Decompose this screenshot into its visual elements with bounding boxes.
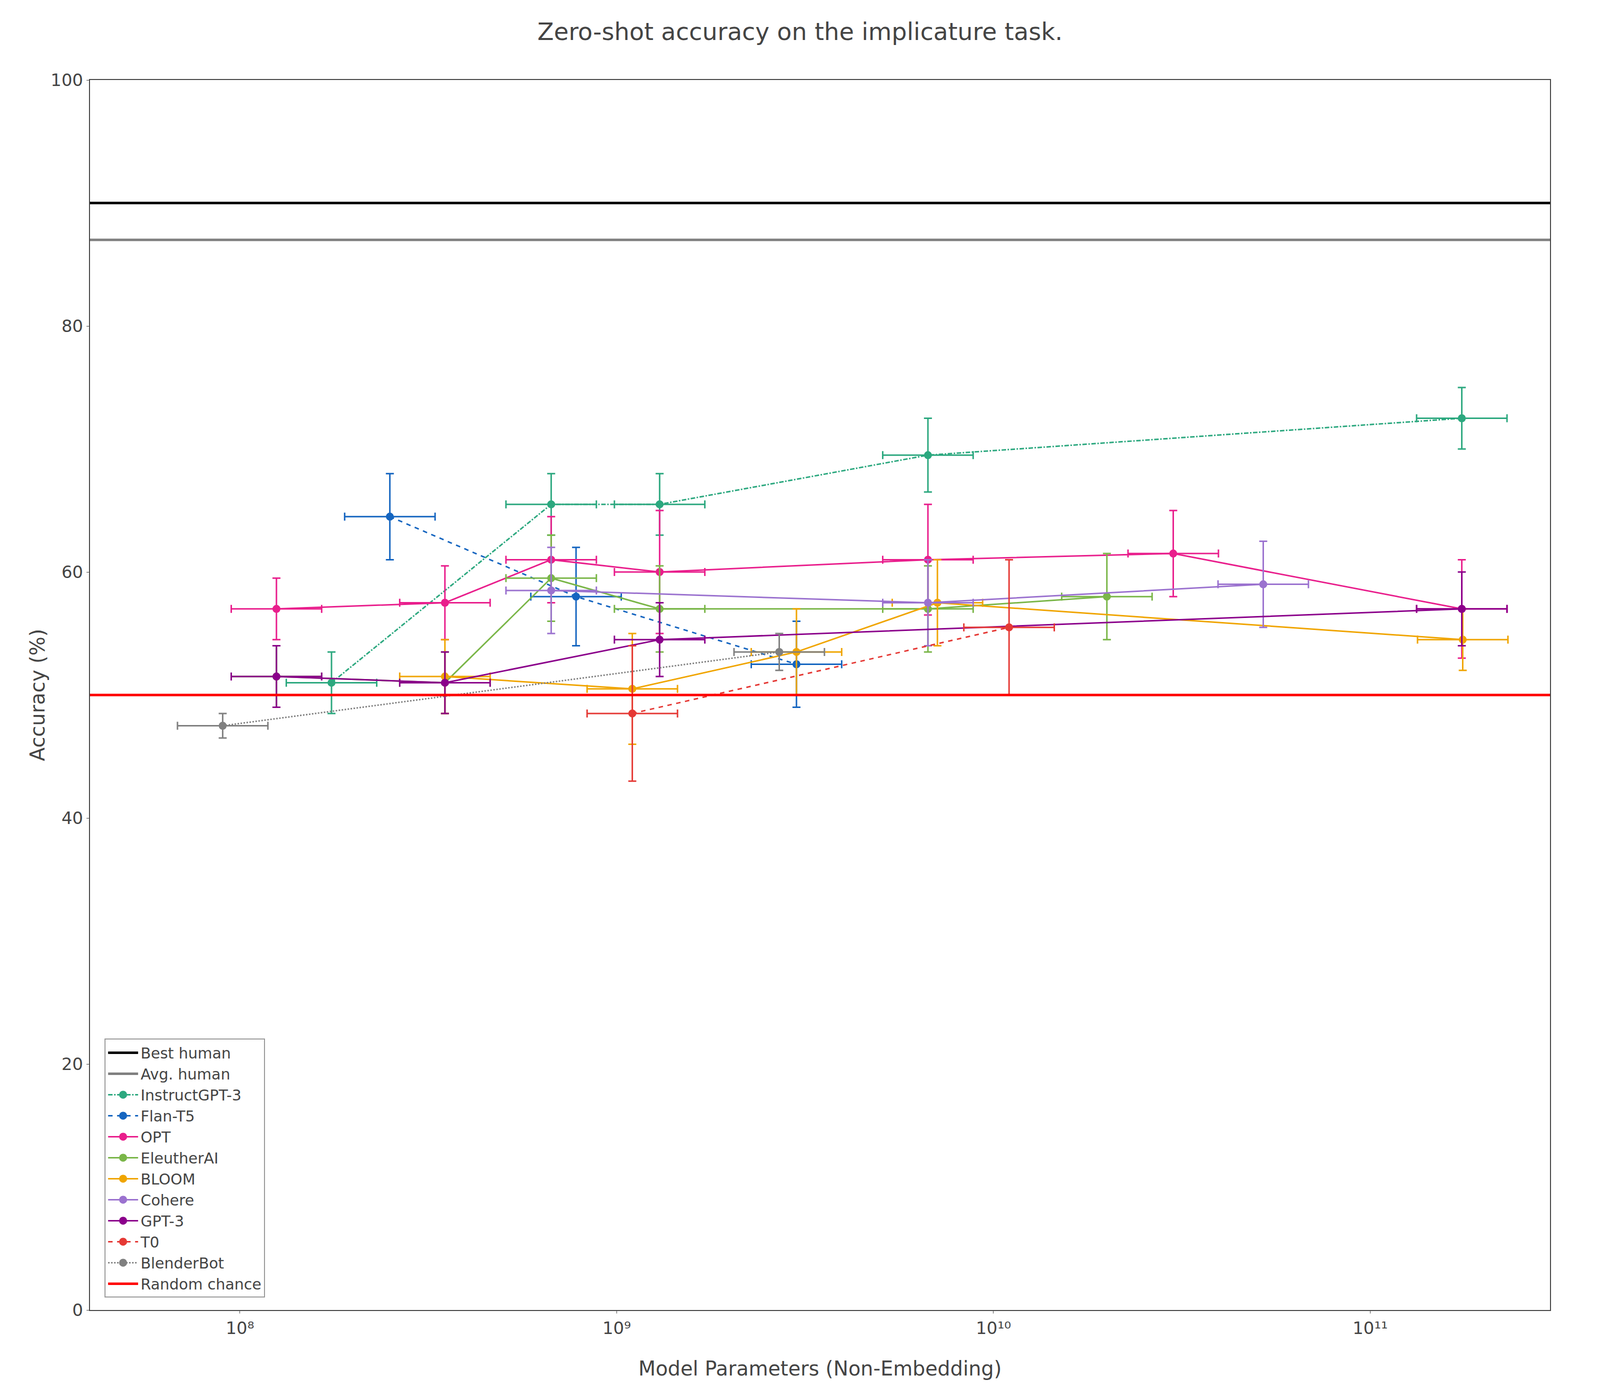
svg-text:Best human: Best human <box>140 1044 231 1062</box>
svg-text:Random chance: Random chance <box>140 1275 262 1293</box>
svg-text:GPT-3: GPT-3 <box>140 1212 184 1230</box>
svg-text:T0: T0 <box>140 1233 159 1251</box>
svg-text:Avg. human: Avg. human <box>140 1065 230 1083</box>
svg-text:60: 60 <box>61 562 83 582</box>
svg-text:Zero-shot accuracy on the impl: Zero-shot accuracy on the implicature ta… <box>537 17 1063 46</box>
svg-text:0: 0 <box>72 1300 84 1320</box>
svg-text:10⁹: 10⁹ <box>602 1318 631 1338</box>
svg-text:OPT: OPT <box>140 1128 171 1146</box>
svg-text:Model Parameters (Non-Embeddin: Model Parameters (Non-Embedding) <box>638 1357 1002 1380</box>
svg-text:BlenderBot: BlenderBot <box>140 1254 224 1272</box>
svg-text:10⁸: 10⁸ <box>225 1318 254 1338</box>
svg-text:InstructGPT-3: InstructGPT-3 <box>140 1086 242 1104</box>
svg-text:EleutherAI: EleutherAI <box>140 1149 219 1167</box>
svg-text:100: 100 <box>50 70 83 90</box>
svg-text:20: 20 <box>61 1054 83 1074</box>
svg-text:Cohere: Cohere <box>140 1191 194 1209</box>
svg-text:BLOOM: BLOOM <box>140 1170 195 1188</box>
svg-text:40: 40 <box>61 808 83 828</box>
svg-text:10¹¹: 10¹¹ <box>1352 1318 1388 1338</box>
svg-text:80: 80 <box>61 316 83 336</box>
svg-text:10¹⁰: 10¹⁰ <box>976 1318 1012 1338</box>
svg-text:Accuracy (%): Accuracy (%) <box>26 629 49 762</box>
svg-text:Flan-T5: Flan-T5 <box>140 1107 195 1125</box>
